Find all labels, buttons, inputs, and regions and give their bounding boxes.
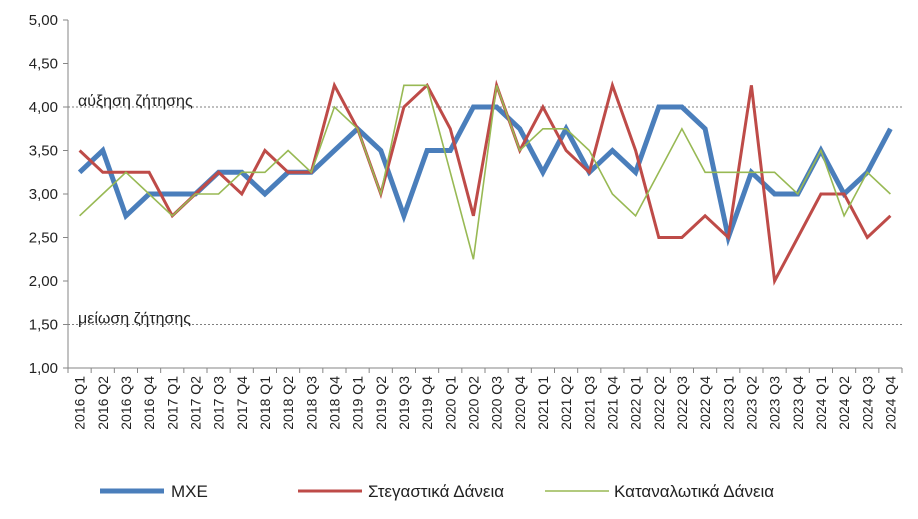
x-tick-label: 2016 Q1 <box>72 376 88 430</box>
x-tick-label: 2017 Q2 <box>187 376 203 430</box>
x-tick-label: 2021 Q1 <box>535 376 551 430</box>
x-tick-label: 2023 Q1 <box>720 376 736 430</box>
y-tick-label: 1,00 <box>29 360 58 377</box>
x-tick-label: 2020 Q4 <box>512 376 528 430</box>
x-tick-label: 2022 Q3 <box>674 376 690 430</box>
x-tick-label: 2018 Q4 <box>326 376 342 430</box>
x-tick-label: 2023 Q2 <box>743 376 759 430</box>
x-tick-label: 2017 Q4 <box>234 376 250 430</box>
x-tick-label: 2021 Q4 <box>604 376 620 430</box>
axes: 1,00 1,50 2,00 2,50 3,00 3,50 4,00 4,50 5,00 2016… <box>29 12 903 430</box>
annotation-text-1: μείωση ζήτησης <box>78 311 191 328</box>
x-tick-label: 2020 Q1 <box>442 376 458 430</box>
x-tick-label: 2024 Q4 <box>882 376 898 430</box>
y-tick-label: 4,00 <box>29 99 58 116</box>
y-tick-label: 2,50 <box>29 230 58 247</box>
x-tick-label: 2018 Q2 <box>280 376 296 430</box>
x-tick-label: 2024 Q2 <box>836 376 852 430</box>
x-tick-label: 2023 Q4 <box>790 376 806 430</box>
x-tick-label: 2021 Q2 <box>558 376 574 430</box>
legend-label-1: Στεγαστικά Δάνεια <box>368 482 504 501</box>
x-tick-label: 2022 Q2 <box>651 376 667 430</box>
legend-label-0: ΜΧΕ <box>171 482 208 501</box>
y-tick-label: 3,00 <box>29 186 58 203</box>
legend-label-2: Καταναλωτικά Δάνεια <box>614 482 774 501</box>
annotation-text-0: αύξηση ζήτησης <box>78 93 193 110</box>
x-tick-label: 2021 Q3 <box>581 376 597 430</box>
x-tick-label: 2018 Q3 <box>303 376 319 430</box>
y-tick-label: 5,00 <box>29 12 58 29</box>
x-tick-label: 2022 Q1 <box>628 376 644 430</box>
x-tick-label: 2019 Q4 <box>419 376 435 430</box>
legend: ΜΧΕ Στεγαστικά Δάνεια Καταναλωτικά Δάνεια <box>100 482 774 501</box>
x-tick-label: 2020 Q3 <box>489 376 505 430</box>
annotations: αύξηση ζήτησης μείωση ζήτησης <box>78 93 193 328</box>
x-tick-label: 2024 Q3 <box>859 376 875 430</box>
x-tick-label: 2019 Q3 <box>396 376 412 430</box>
y-tick-label: 4,50 <box>29 56 58 73</box>
x-tick-label: 2019 Q2 <box>373 376 389 430</box>
series-lines <box>77 79 893 286</box>
series-line-2 <box>79 84 891 260</box>
x-tick-label: 2018 Q1 <box>257 376 273 430</box>
x-tick-label: 2016 Q4 <box>141 376 157 430</box>
series-line-1 <box>78 79 892 286</box>
x-tick-label: 2017 Q1 <box>164 376 180 430</box>
annotation-lines <box>68 106 902 325</box>
x-tick-label: 2023 Q3 <box>767 376 783 430</box>
x-tick-label: 2016 Q3 <box>118 376 134 430</box>
x-tick-label: 2017 Q3 <box>211 376 227 430</box>
y-tick-label: 1,50 <box>29 317 58 334</box>
x-tick-label: 2020 Q2 <box>465 376 481 430</box>
x-tick-label: 2022 Q4 <box>697 376 713 430</box>
x-tick-label: 2016 Q2 <box>95 376 111 430</box>
x-tick-label: 2024 Q1 <box>813 376 829 430</box>
y-tick-label: 3,50 <box>29 143 58 160</box>
x-tick-label: 2019 Q1 <box>350 376 366 430</box>
y-tick-label: 2,00 <box>29 273 58 290</box>
